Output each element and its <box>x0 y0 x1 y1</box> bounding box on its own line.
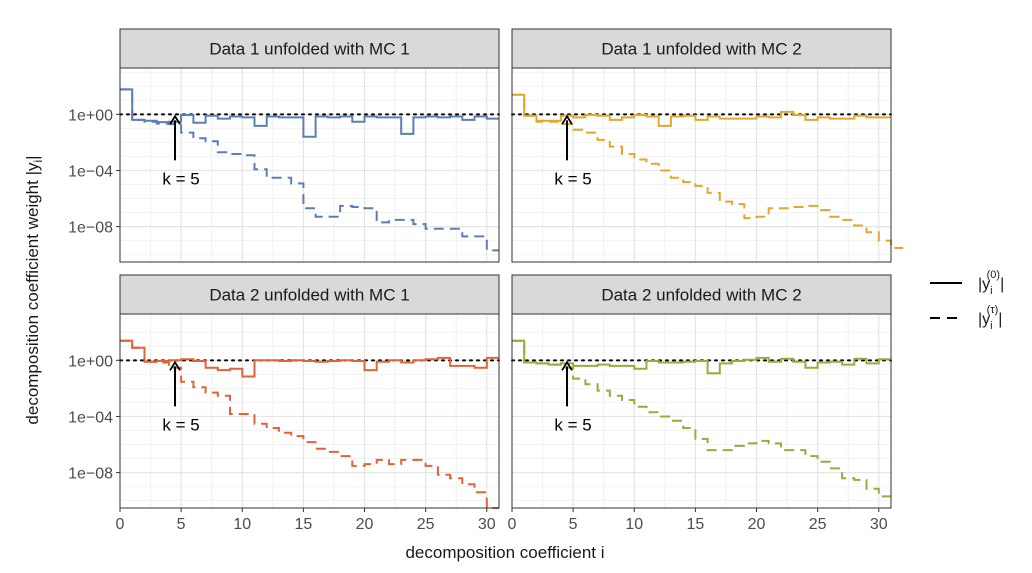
annotation-arrowhead <box>561 360 573 371</box>
series-dashed <box>120 88 499 252</box>
x-tick-label: 30 <box>478 516 496 533</box>
x-tick-label: 5 <box>569 516 578 533</box>
x-tick-label: 25 <box>809 516 827 533</box>
panel-border <box>119 67 500 263</box>
panel-border <box>119 313 500 509</box>
annotation-arrowhead <box>561 114 573 125</box>
annotation-label: k = 5 <box>162 169 199 188</box>
x-tick-label: 20 <box>356 516 374 533</box>
y-tick-label: 1e−08 <box>68 220 113 237</box>
series-solid <box>512 339 891 375</box>
panels: Data 1 unfolded with MC 1 k = 5 1e+00 1e−04… <box>68 28 904 533</box>
plot-area <box>512 68 891 262</box>
panel-title: Data 1 unfolded with MC 1 <box>209 40 409 59</box>
panel-title: Data 2 unfolded with MC 1 <box>209 286 409 305</box>
panel-title: Data 2 unfolded with MC 2 <box>601 286 801 305</box>
x-tick-label: 0 <box>116 516 125 533</box>
series-dashed <box>120 339 499 509</box>
x-tick-label: 15 <box>686 516 704 533</box>
y-axis-label: decomposition coefficient weight |yi| <box>23 155 45 424</box>
series-dashed <box>512 93 904 249</box>
annotation-arrowhead <box>169 360 181 371</box>
panel-border <box>511 313 892 509</box>
panel-2: Data 1 unfolded with MC 2 k = 5 <box>511 28 904 263</box>
x-tick-label: 30 <box>870 516 888 533</box>
x-tick-label: 0 <box>508 516 517 533</box>
panel-1: Data 1 unfolded with MC 1 k = 5 1e+00 1e−04… <box>68 28 500 263</box>
panel-border <box>511 67 892 263</box>
x-tick-label: 10 <box>233 516 251 533</box>
y-tick-label: 1e+00 <box>68 353 113 370</box>
panel-strip <box>511 28 892 69</box>
x-tick-label: 25 <box>417 516 435 533</box>
legend-label-dashed: |yi(τ)| <box>978 304 1002 332</box>
legend-label-solid: |yi(0)| <box>978 269 1004 297</box>
annotation-label: k = 5 <box>554 169 591 188</box>
x-tick-label: 20 <box>748 516 766 533</box>
x-tick-label: 5 <box>177 516 186 533</box>
annotation-label: k = 5 <box>162 415 199 434</box>
panel-4: Data 2 unfolded with MC 2 k = 5 0 5 10 15 20 25… <box>508 274 892 533</box>
series-solid <box>120 339 499 378</box>
plot-area <box>512 314 891 508</box>
plot-area <box>120 314 499 508</box>
panel-strip <box>119 28 500 69</box>
y-tick-label: 1e+00 <box>68 107 113 124</box>
x-tick-label: 15 <box>294 516 312 533</box>
y-tick-label: 1e−08 <box>68 466 113 483</box>
x-axis-label: decomposition coefficient i <box>405 543 604 562</box>
annotation-arrowhead <box>169 114 181 125</box>
y-tick-label: 1e−04 <box>68 163 113 180</box>
legend: |yi(0)| |yi(τ)| <box>930 269 1004 332</box>
x-tick-label: 10 <box>625 516 643 533</box>
panel-strip <box>119 274 500 315</box>
series-dashed <box>512 339 891 498</box>
series-solid <box>512 93 891 127</box>
series-solid <box>120 88 499 138</box>
annotation-label: k = 5 <box>554 415 591 434</box>
plot-area <box>120 68 499 262</box>
y-tick-label: 1e−04 <box>68 409 113 426</box>
panel-3: Data 2 unfolded with MC 1 k = 5 1e+00 1e−04… <box>68 274 500 533</box>
panel-title: Data 1 unfolded with MC 2 <box>601 40 801 59</box>
